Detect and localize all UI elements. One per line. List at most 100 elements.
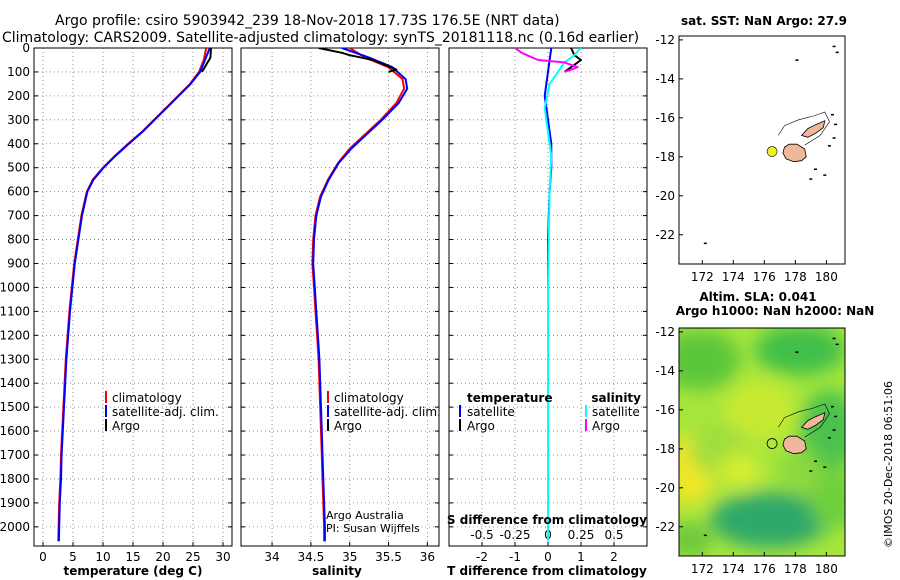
x-tick-label: 1 <box>577 550 585 564</box>
lon-tick-label: 172 <box>691 562 714 576</box>
islet <box>832 137 836 139</box>
lat-tick-label: -16 <box>655 111 675 125</box>
island-viti-levu <box>782 435 807 455</box>
depth-tick-label: 700 <box>7 209 30 223</box>
temperature-xlabel: temperature (deg C) <box>64 564 203 578</box>
sla-field <box>679 328 845 556</box>
s-tick-label: -0.25 <box>499 528 530 542</box>
legend-label-argo: Argo <box>112 419 140 433</box>
reef-outline <box>778 403 830 438</box>
islet <box>827 437 831 439</box>
islet <box>832 337 836 340</box>
series-line-climatology <box>311 48 406 542</box>
lat-tick-label: -12 <box>655 325 675 339</box>
depth-tick-label: 1000 <box>0 280 30 294</box>
sst-map-panel: sat. SST: NaN Argo: 27.9 172 174 176 178 180… <box>655 14 847 284</box>
credit-line1: Argo Australia <box>326 509 404 522</box>
x-tick-label: -2 <box>476 550 488 564</box>
depth-tick-label: 2000 <box>0 520 30 534</box>
lon-tick-label: 180 <box>815 270 838 284</box>
x-tick-label: 35.5 <box>375 550 402 564</box>
temperature-panel: 0100200300400500600700800900100011001200… <box>0 41 233 578</box>
x-tick-label: 30 <box>215 550 230 564</box>
argo-location-marker <box>766 146 778 157</box>
x-tick-label: 2 <box>610 550 618 564</box>
depth-tick-label: 600 <box>7 185 30 199</box>
legend-label-climatology: climatology <box>112 391 182 405</box>
depth-tick-label: 800 <box>7 233 30 247</box>
islet <box>809 470 813 472</box>
fiji-coastline <box>703 45 839 245</box>
depth-tick-label: 1800 <box>0 472 30 486</box>
difference-legend-temperature: temperature satellite Argo <box>459 391 552 433</box>
lat-tick-label: -14 <box>655 72 675 86</box>
islet <box>703 534 707 537</box>
island-vanua-levu <box>800 412 826 430</box>
x-tick-label: 34 <box>264 550 279 564</box>
islet <box>835 51 839 54</box>
s-difference-label: S difference from climatology <box>447 513 647 527</box>
s-difference-tick-labels: -0.5 -0.25 0 0.25 0.5 <box>470 528 623 542</box>
lon-tick-label: 174 <box>722 270 745 284</box>
lat-tick-label: -18 <box>655 150 675 164</box>
x-tick-label: 0 <box>544 550 552 564</box>
islet <box>827 145 831 147</box>
legend-label-s-argo: Argo <box>592 419 620 433</box>
difference-panel: -2 -1 0 1 2 -0.5 -0.25 0 0.25 0.5 S difference f… <box>447 47 648 578</box>
island-vanua-levu <box>800 120 826 138</box>
islet <box>814 460 817 462</box>
series-line-s-satellite <box>543 48 582 542</box>
x-tick-label: 15 <box>125 550 140 564</box>
difference-series <box>514 48 582 542</box>
depth-tick-label: 900 <box>7 256 30 270</box>
reef-outline <box>778 111 830 146</box>
depth-tick-label: 0 <box>22 41 30 55</box>
series-line-s-argo <box>514 48 579 73</box>
t-difference-xlabel: T difference from climatology <box>447 564 647 578</box>
series-line-climatology <box>57 48 208 542</box>
salinity-axes-frame <box>240 47 440 547</box>
islet <box>835 343 839 346</box>
imos-credit: ©IMOS 20-Dec-2018 06:51:06 <box>882 381 895 548</box>
lon-tick-label: 180 <box>815 562 838 576</box>
depth-tick-label: 1200 <box>0 328 30 342</box>
lat-tick-label: -18 <box>655 442 675 456</box>
legend-label-t-satellite: satellite <box>467 405 515 419</box>
salinity-xlabel: salinity <box>312 564 362 578</box>
depth-tick-label: 400 <box>7 137 30 151</box>
header-line2: Climatology: CARS2009. Satellite-adjuste… <box>2 30 639 46</box>
lon-tick-label: 174 <box>722 562 745 576</box>
lon-tick-label: 172 <box>691 270 714 284</box>
legend-label-satellite: satellite-adj. clim. <box>112 405 219 419</box>
depth-tick-label: 100 <box>7 65 30 79</box>
x-tick-label: 5 <box>69 550 77 564</box>
x-tick-label: 25 <box>185 550 200 564</box>
islet <box>795 351 799 353</box>
islet <box>831 113 834 116</box>
depth-tick-labels: 0 100 200 300 400 500 600 700 800 900 1000 1100 1200… <box>0 41 30 534</box>
temperature-tick-labels: 0 5 10 15 20 25 30 <box>39 550 230 564</box>
lat-tick-label: -20 <box>655 189 675 203</box>
argo-location-marker-sla <box>766 438 778 449</box>
sst-map-frame <box>678 35 846 265</box>
temperature-legend: climatology satellite-adj. clim. Argo <box>105 391 219 433</box>
lon-tick-label: 176 <box>753 562 776 576</box>
depth-tick-label: 500 <box>7 161 30 175</box>
x-tick-label: 20 <box>155 550 170 564</box>
salinity-tick-labels: 34 34.5 35 35.5 36 <box>264 550 435 564</box>
salinity-panel: 34 34.5 35 35.5 36 salinity climatology sate… <box>240 47 441 578</box>
lat-tick-label: -22 <box>655 520 675 534</box>
t-difference-tick-labels: -2 -1 0 1 2 <box>476 550 618 564</box>
x-tick-label: -1 <box>509 550 521 564</box>
islet <box>834 123 838 126</box>
series-line-satellite-adj-clim- <box>57 48 211 542</box>
legend-title-salinity: salinity <box>591 391 641 405</box>
islet <box>795 59 799 61</box>
difference-axes-frame <box>448 47 648 547</box>
sla-map-title1: Altim. SLA: 0.041 <box>699 290 816 304</box>
depth-tick-label: 1300 <box>0 352 30 366</box>
lon-tick-label: 178 <box>784 562 807 576</box>
sla-map-title2: Argo h1000: NaN h2000: NaN <box>676 304 875 318</box>
temperature-grid <box>34 47 232 546</box>
x-tick-label: 35 <box>342 550 357 564</box>
